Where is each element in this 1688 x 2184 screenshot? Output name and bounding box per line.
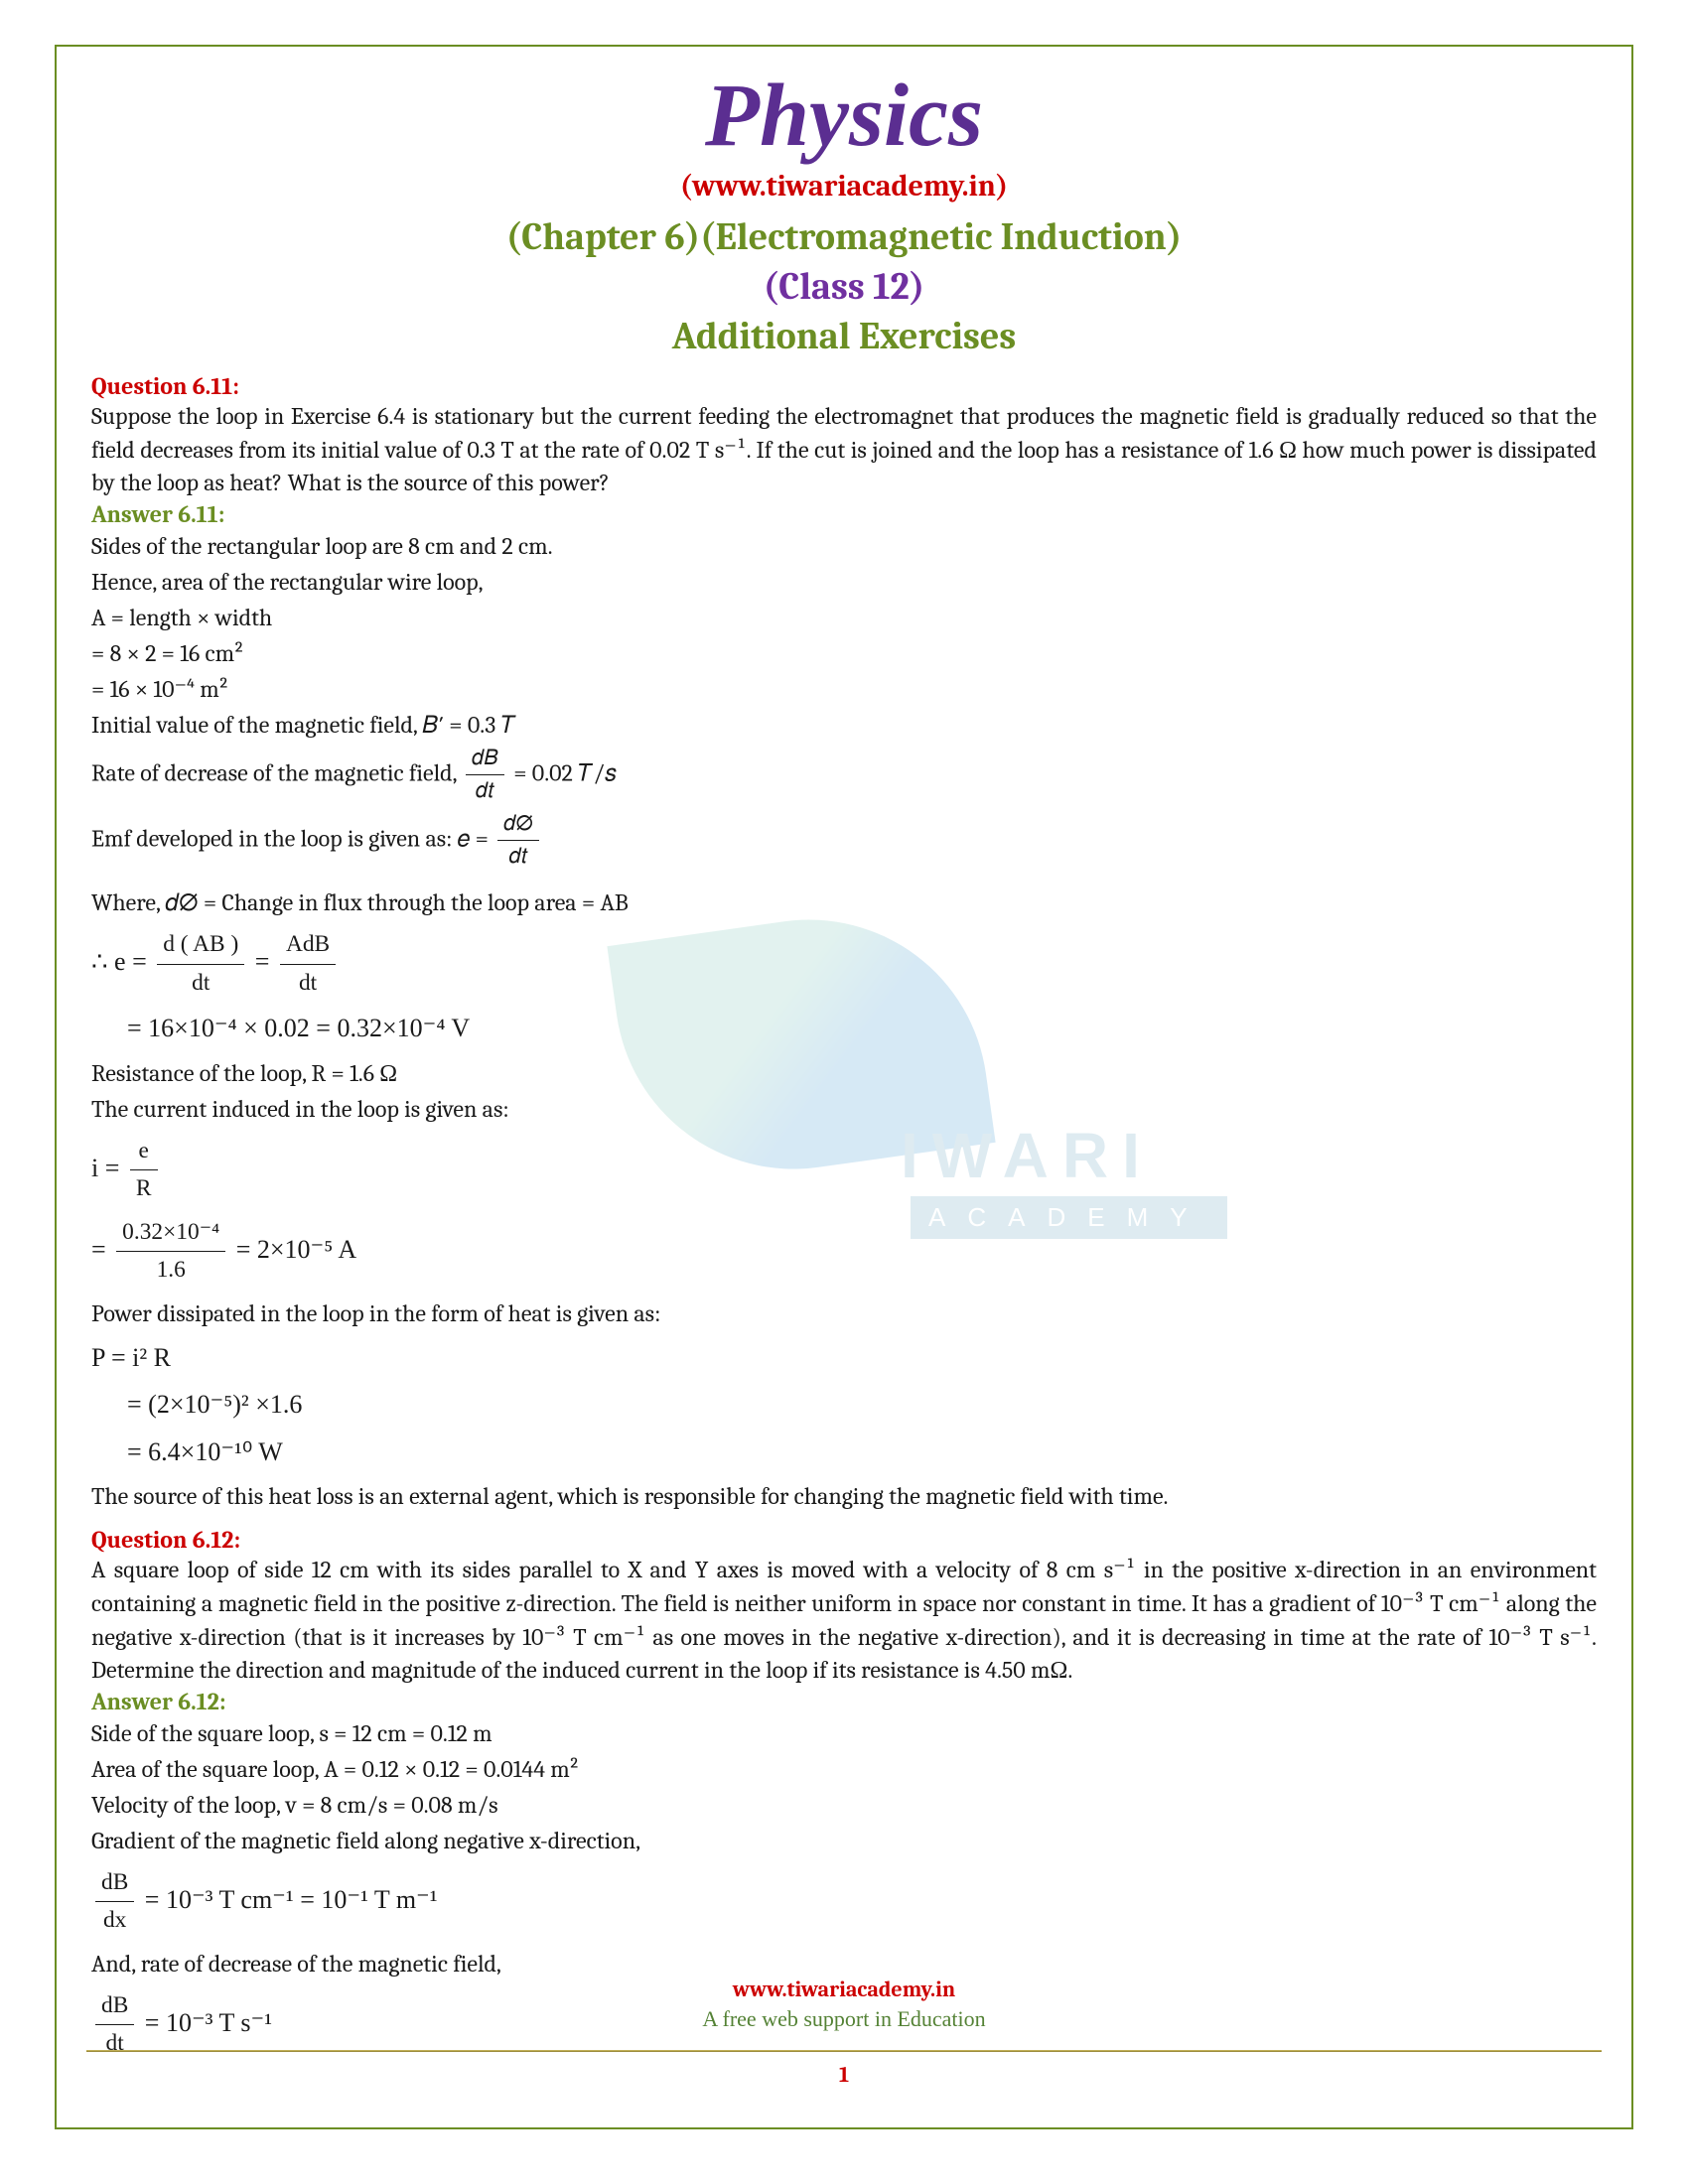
page-title: Physics: [91, 71, 1597, 161]
answer-line: Resistance of the loop, R = 1.6 Ω: [91, 1055, 1597, 1091]
equation: dBdt = 10⁻³ T s⁻¹: [91, 1987, 1597, 2063]
fraction: dBdx: [95, 1864, 134, 1940]
text: =: [255, 947, 276, 976]
page-number: 1: [57, 2062, 1631, 2088]
text: Emf developed in the loop is given as: 𝑒…: [91, 824, 493, 852]
page-border: IWARI ACADEMY Physics (www.tiwariacademy…: [55, 45, 1633, 2129]
answer-line: Gradient of the magnetic field along neg…: [91, 1823, 1597, 1858]
equation: dBdx = 10⁻³ T cm⁻¹ = 10⁻¹ T m⁻¹: [91, 1864, 1597, 1940]
equation: = (2×10⁻⁵)² ×1.6: [91, 1384, 1597, 1426]
question-label-612: Question 6.12:: [91, 1526, 1597, 1554]
answer-line: The current induced in the loop is given…: [91, 1091, 1597, 1127]
equation: = 0.32×10⁻⁴1.6 = 2×10⁻⁵ A: [91, 1214, 1597, 1290]
answer-line: Hence, area of the rectangular wire loop…: [91, 564, 1597, 600]
answer-line: A = length × width: [91, 600, 1597, 635]
text: ∴ e =: [91, 947, 153, 976]
fraction: 0.32×10⁻⁴1.6: [116, 1214, 225, 1290]
question-text-611: Suppose the loop in Exercise 6.4 is stat…: [91, 400, 1597, 500]
answer-label-612: Answer 6.12:: [91, 1688, 1597, 1715]
answer-line: Emf developed in the loop is given as: 𝑒…: [91, 808, 1597, 874]
chapter-title: (Chapter 6)(Electromagnetic Induction): [91, 215, 1597, 259]
equation: ∴ e = d ( AB )dt = AdBdt: [91, 926, 1597, 1002]
fraction: 𝑑∅𝑑𝑡: [497, 808, 539, 874]
text: = 2×10⁻⁵ A: [236, 1235, 356, 1264]
fraction: d ( AB )dt: [157, 926, 244, 1002]
answer-line: = 16 × 10⁻⁴ m²: [91, 671, 1597, 707]
header-link: (www.tiwariacademy.in): [91, 169, 1597, 204]
fraction: dBdt: [95, 1987, 134, 2063]
answer-line: Sides of the rectangular loop are 8 cm a…: [91, 528, 1597, 564]
equation: = 16×10⁻⁴ × 0.02 = 0.32×10⁻⁴ V: [91, 1008, 1597, 1049]
answer-line: Velocity of the loop, v = 8 cm/s = 0.08 …: [91, 1787, 1597, 1823]
text: Rate of decrease of the magnetic field,: [91, 758, 462, 786]
answer-line: And, rate of decrease of the magnetic fi…: [91, 1946, 1597, 1981]
answer-line: Area of the square loop, A = 0.12 × 0.12…: [91, 1751, 1597, 1787]
equation: = 6.4×10⁻¹⁰ W: [91, 1432, 1597, 1473]
answer-line: Side of the square loop, s = 12 cm = 0.1…: [91, 1715, 1597, 1751]
text: = 0.02 𝑇/𝑠: [513, 758, 617, 786]
section-title: Additional Exercises: [91, 315, 1597, 358]
fraction: eR: [130, 1133, 158, 1208]
answer-line: The source of this heat loss is an exter…: [91, 1478, 1597, 1514]
answer-line: Rate of decrease of the magnetic field, …: [91, 743, 1597, 808]
fraction: AdBdt: [280, 926, 336, 1002]
equation: P = i² R: [91, 1337, 1597, 1379]
text: i =: [91, 1154, 126, 1182]
answer-line: Power dissipated in the loop in the form…: [91, 1296, 1597, 1331]
question-text-612: A square loop of side 12 cm with its sid…: [91, 1554, 1597, 1687]
question-label-611: Question 6.11:: [91, 372, 1597, 400]
answer-line: Where, 𝑑∅ = Change in flux through the l…: [91, 885, 1597, 920]
answer-line: = 8 × 2 = 16 cm²: [91, 635, 1597, 671]
equation: i = eR: [91, 1133, 1597, 1208]
text: = 10⁻³ T cm⁻¹ = 10⁻¹ T m⁻¹: [145, 1885, 438, 1914]
text: =: [91, 1235, 112, 1264]
text: = 10⁻³ T s⁻¹: [145, 2008, 272, 2037]
content: Physics (www.tiwariacademy.in) (Chapter …: [91, 71, 1597, 2062]
fraction: 𝑑𝐵𝑑𝑡: [466, 743, 504, 808]
class-title: (Class 12): [91, 265, 1597, 309]
answer-label-611: Answer 6.11:: [91, 500, 1597, 528]
answer-line: Initial value of the magnetic field, 𝐵′ …: [91, 707, 1597, 743]
